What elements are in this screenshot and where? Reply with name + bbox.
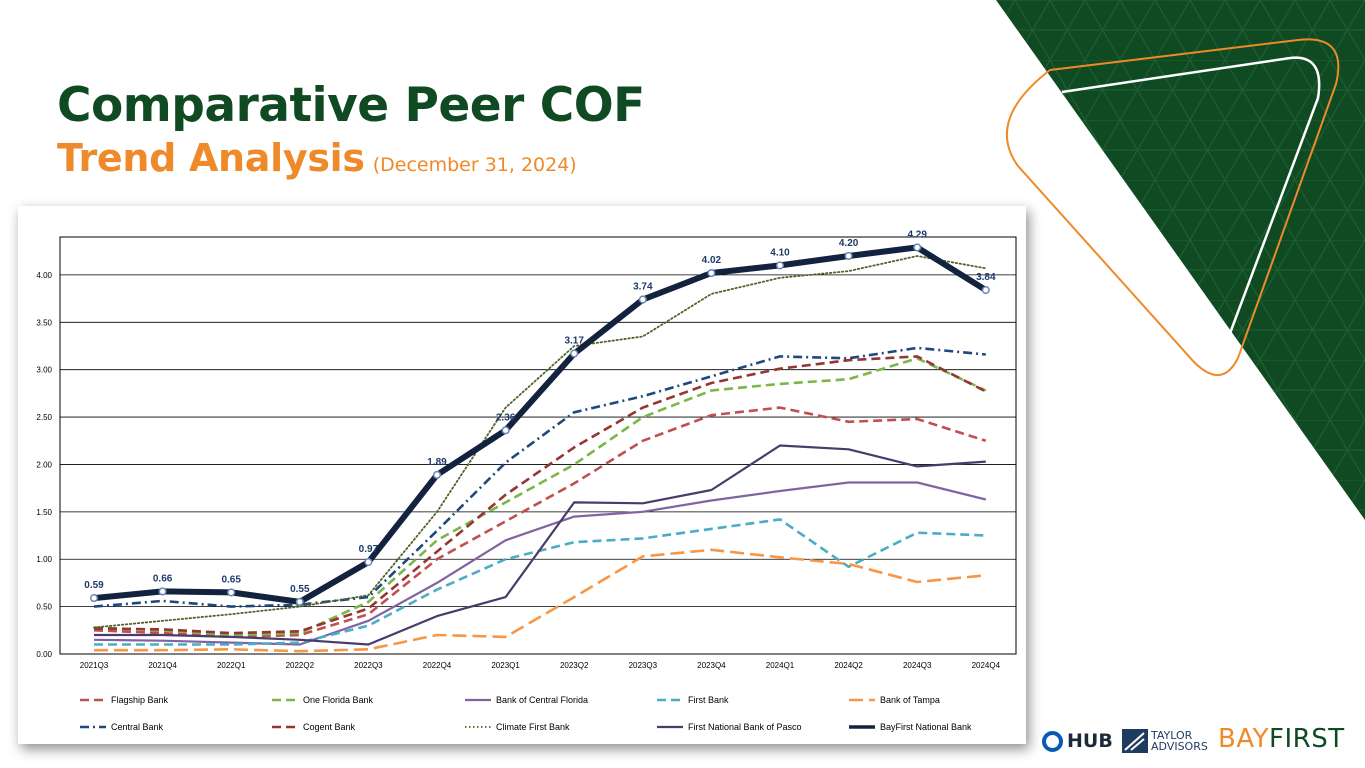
legend-label: Flagship Bank	[111, 695, 169, 705]
page-subtitle: Trend Analysis (December 31, 2024)	[57, 136, 577, 180]
y-tick-label: 2.00	[36, 460, 52, 469]
data-point-marker	[295, 597, 304, 606]
data-point-marker	[227, 588, 236, 597]
y-tick-label: 3.50	[36, 318, 52, 327]
data-label: 0.65	[221, 574, 241, 585]
legend-label: Bank of Tampa	[880, 695, 940, 705]
data-point-marker	[89, 594, 99, 603]
data-point-marker	[707, 268, 716, 278]
x-tick-label: 2023Q2	[560, 661, 589, 670]
data-point-marker	[432, 470, 442, 479]
legend-label: First Bank	[688, 695, 729, 705]
legend-label: Bank of Central Florida	[496, 695, 588, 705]
data-label: 3.17	[564, 336, 584, 347]
data-label: 4.20	[839, 238, 859, 249]
legend-label: BayFirst National Bank	[880, 722, 972, 732]
legend-label: One Florida Bank	[303, 695, 374, 705]
data-point-marker	[775, 261, 785, 270]
series-line-cogent-bank	[93, 355, 987, 635]
page-title: Comparative Peer COF	[57, 78, 645, 133]
data-point-marker	[844, 251, 853, 261]
x-tick-label: 2022Q2	[286, 661, 315, 670]
x-tick-label: 2022Q4	[423, 661, 452, 670]
data-label: 0.59	[84, 580, 104, 591]
series-line-flagship-bank	[93, 406, 987, 639]
series-line-bayfirst-national-bank	[93, 244, 988, 605]
x-tick-label: 2021Q3	[80, 661, 109, 670]
x-tick-label: 2024Q3	[903, 661, 932, 670]
series-line-first-national-bank-of-pasco	[94, 444, 986, 646]
x-tick-label: 2023Q4	[697, 661, 726, 670]
legend-label: Climate First Bank	[496, 722, 570, 732]
data-label: 3.74	[633, 282, 653, 293]
chart-card: 0.00 0.50 1.00 1.50 2.00 2.50 3.00 3.50 4.00 2021…	[18, 206, 1026, 744]
data-point-marker	[570, 349, 579, 358]
data-point-marker	[364, 558, 373, 567]
taylor-logo-line2: ADVISORS	[1151, 740, 1208, 753]
y-tick-label: 0.00	[36, 650, 52, 659]
line-chart: 0.00 0.50 1.00 1.50 2.00 2.50 3.00 3.50 4.00 2021…	[36, 229, 1017, 732]
data-point-marker	[981, 286, 990, 295]
data-label: 2.36	[496, 412, 516, 423]
bayfirst-logo-first: FIRST	[1269, 724, 1345, 754]
hub-logo-text: HUB	[1067, 730, 1113, 752]
series-line-bank-of-tampa	[94, 548, 986, 653]
y-tick-label: 0.50	[36, 603, 52, 612]
data-point-marker	[913, 243, 922, 252]
x-tick-label: 2024Q2	[834, 661, 863, 670]
data-point-marker	[638, 295, 647, 304]
y-tick-label: 2.50	[36, 413, 52, 422]
triangle-pattern	[996, 0, 1365, 520]
series-line-one-florida-bank	[93, 357, 987, 637]
data-label: 3.84	[976, 272, 996, 283]
taylor-mark-icon	[1122, 729, 1148, 753]
data-label: 0.97	[359, 544, 379, 555]
plot-frame	[59, 236, 1017, 655]
bayfirst-logo: BAYFIRST	[1218, 724, 1345, 758]
x-tick-label: 2021Q4	[148, 661, 177, 670]
y-tick-label: 4.00	[36, 271, 52, 280]
data-label: 0.66	[153, 573, 173, 584]
data-label: 4.02	[702, 255, 722, 266]
legend-label: First National Bank of Pasco	[688, 722, 802, 732]
bayfirst-logo-bay: BAY	[1218, 724, 1269, 754]
white-outline-shape	[1061, 56, 1321, 345]
hub-ring-icon	[1042, 730, 1063, 752]
data-label: 1.89	[427, 457, 447, 468]
legend-label: Cogent Bank	[303, 722, 356, 732]
series-line-bank-of-central-florida	[93, 481, 987, 646]
x-tick-label: 2023Q3	[629, 661, 658, 670]
y-tick-label: 1.50	[36, 508, 52, 517]
taylor-advisors-logo: TAYLOR ADVISORS	[1122, 724, 1208, 758]
y-tick-label: 3.00	[36, 366, 52, 375]
taylor-logo-line1: TAYLOR	[1151, 729, 1193, 742]
hub-logo: HUB	[1042, 724, 1113, 758]
data-label: 4.29	[907, 229, 927, 240]
x-tick-label: 2024Q4	[972, 661, 1001, 670]
series-line-climate-first-bank	[93, 255, 987, 629]
series-line-central-bank	[93, 346, 986, 608]
subtitle-date: (December 31, 2024)	[372, 154, 577, 176]
subtitle-main: Trend Analysis	[57, 136, 365, 180]
data-point-marker	[501, 426, 510, 435]
data-point-marker	[158, 587, 167, 596]
legend-label: Central Bank	[111, 722, 164, 732]
data-label: 4.10	[770, 247, 790, 258]
orange-outline-shape	[1005, 38, 1340, 377]
x-tick-label: 2023Q1	[491, 661, 520, 670]
x-tick-label: 2024Q1	[766, 661, 795, 670]
y-tick-label: 1.00	[36, 555, 52, 564]
x-tick-label: 2022Q1	[217, 661, 246, 670]
x-tick-label: 2022Q3	[354, 661, 383, 670]
data-label: 0.55	[290, 584, 310, 595]
